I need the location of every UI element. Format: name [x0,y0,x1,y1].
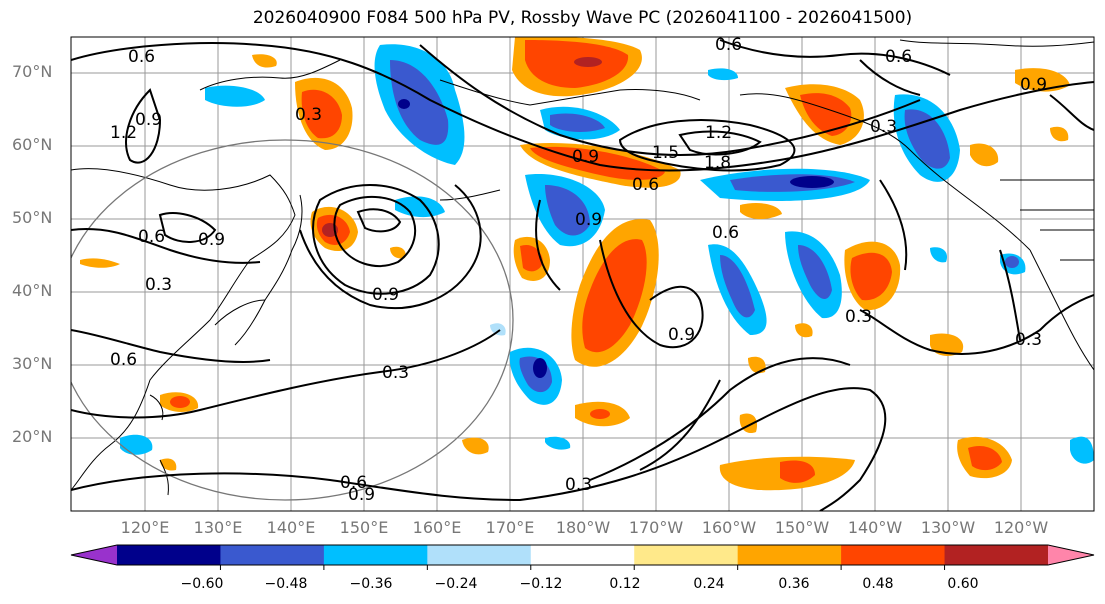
lon-label: 170°E [485,518,535,537]
lon-label: 150°W [774,518,830,537]
contour-label: 0.6 [110,350,137,370]
lon-label: 130°E [193,518,243,537]
colorbar-segment [841,545,946,565]
contour-label: 0.6 [340,473,367,493]
contour-label: 0.6 [138,227,165,247]
contour-label: 0.9 [348,485,375,505]
negative-anomaly-shading [120,44,1094,464]
colorbar-segment [117,545,221,565]
colorbar-extend-high [1048,545,1094,565]
contour-label: 0.3 [870,117,897,137]
lat-label: 30°N [12,354,53,373]
lon-label: 120°E [120,518,170,537]
contour-labels: 0.6 0.6 0.6 0.6 0.6 0.6 0.6 0.6 0.9 0.9 … [110,35,1047,505]
lon-label: 120°W [993,518,1049,537]
colorbar-tick-label: −0.48 [264,576,308,592]
contour-label: 0.9 [668,325,695,345]
lon-label: 180°W [555,518,611,537]
colorbar-segment [220,545,325,565]
lat-label: 60°N [12,135,53,154]
contour-label: 0.3 [845,307,872,327]
colorbar-tick-label: 0.60 [947,576,979,592]
colorbar-tick-label: −0.12 [519,576,563,592]
graticule [71,37,1094,511]
colorbar-tick-label: 0.48 [862,576,894,592]
colorbar-outline [70,544,1095,566]
contour-label: 0.3 [295,105,322,125]
contour-label: 0.9 [575,210,602,230]
colorbar-segment [737,545,842,565]
contour-label: 0.6 [632,175,659,195]
contour-label: 1.2 [705,123,732,143]
contour-label: 0.9 [135,110,162,130]
colorbar-segment [427,545,532,565]
colorbar-tick-label: 0.24 [693,576,725,592]
contour-label: 0.3 [1015,330,1042,350]
contour-label: 1.2 [110,123,137,143]
contour-label: 0.9 [372,285,399,305]
lon-label: 150°E [339,518,389,537]
colorbar-segment [530,545,635,565]
lat-label: 20°N [12,427,53,446]
colorbar-tick-label: 0.12 [609,576,641,592]
map-frame [70,36,1095,512]
lon-label: 130°W [920,518,976,537]
contour-label: 0.3 [382,363,409,383]
colorbar-tick-label: 0.36 [778,576,810,592]
domain-circle [71,139,514,501]
lon-label: 140°E [266,518,316,537]
lat-label: 50°N [12,208,53,227]
colorbar [70,544,1095,570]
lon-label: 160°E [412,518,462,537]
colorbar-segment [944,545,1049,565]
colorbar-tick-label: −0.24 [434,576,478,592]
contour-label: 0.9 [572,147,599,167]
contour-label: 0.6 [885,47,912,67]
pv-contours [71,39,1094,511]
contour-label: 0.9 [198,230,225,250]
lon-label: 140°W [847,518,903,537]
lon-label: 170°W [628,518,684,537]
contour-label: 0.6 [715,35,742,55]
contour-label: 1.5 [652,143,679,163]
colorbar-tick-label: −0.36 [349,576,393,592]
lat-label: 70°N [12,62,53,81]
lon-label: 160°W [701,518,757,537]
contour-label: 1.8 [704,153,731,173]
colorbar-tick-label: −0.60 [180,576,224,592]
lat-label: 40°N [12,281,53,300]
chart-title: 2026040900 F084 500 hPa PV, Rossby Wave … [252,8,913,28]
colorbar-extend-low [71,545,117,565]
contour-label: 0.6 [128,47,155,67]
contour-label: 0.6 [712,223,739,243]
contour-label: 0.3 [145,275,172,295]
contour-label: 0.9 [1020,75,1047,95]
coastlines [71,39,1094,496]
colorbar-segment [634,545,739,565]
colorbar-segment [323,545,428,565]
contour-label: 0.3 [565,475,592,495]
